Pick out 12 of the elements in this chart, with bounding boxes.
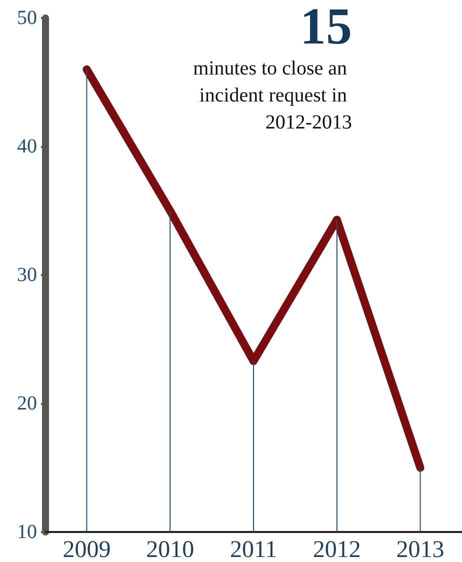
x-tick-label: 2013 — [396, 537, 444, 562]
y-tick-label: 20 — [17, 392, 37, 414]
x-tick-label: 2011 — [230, 537, 278, 562]
y-tick-label: 50 — [17, 7, 37, 29]
x-tick-label: 2012 — [312, 537, 361, 562]
y-tick-label: 40 — [17, 136, 37, 158]
y-tick-label: 10 — [17, 521, 37, 543]
y-tick-label: 30 — [17, 264, 37, 286]
text: minutes to close an incident request in 2012-2013 — [193, 58, 352, 134]
x-tick-label: 2010 — [146, 537, 194, 562]
x-tick-label: 2009 — [62, 537, 111, 562]
chart-title: 15 — [300, 0, 352, 56]
